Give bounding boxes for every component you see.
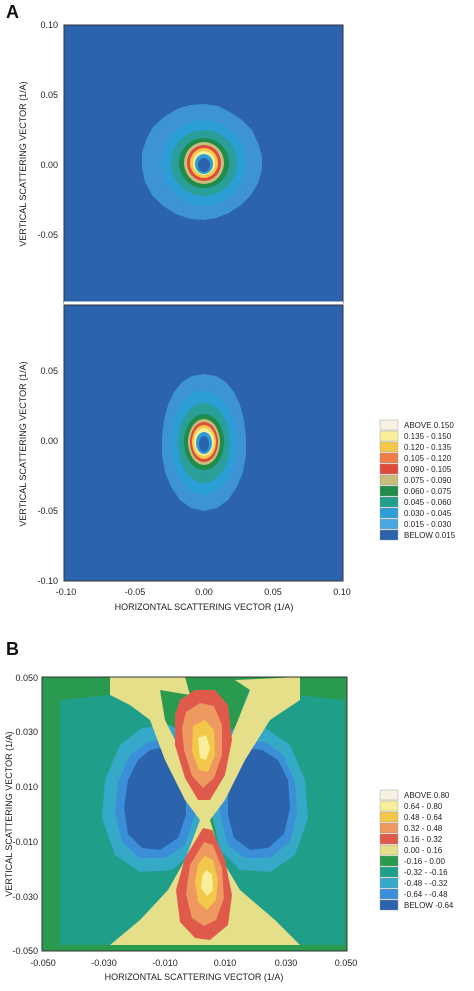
legend-swatch [379,496,399,508]
y-tick-label: -0.030 [12,892,38,902]
x-tick-label: -0.010 [152,958,178,968]
legend-label: -0.64 - -0.48 [404,890,448,899]
x-tick-label: -0.10 [56,587,77,597]
plot-frame-b [41,676,348,952]
x-ticks-a: -0.10 -0.05 0.00 0.05 0.10 [56,587,351,597]
panel-label-b: B [6,639,19,659]
legend-swatch [379,485,399,497]
lobe-bottom-yellow-b [201,870,213,896]
y-tick-label: -0.05 [37,230,58,240]
legend-swatch [379,507,399,519]
y-tick-label: 0.050 [15,673,38,683]
legend-swatch [379,811,399,823]
legend-swatch [379,866,399,878]
legend-swatch [379,877,399,889]
y-axis-label-b: VERTICAL SCATTERING VECTOR (1/A) [4,731,14,896]
y-tick-label: 0.010 [15,782,38,792]
legend-label: ABOVE 0.150 [404,421,454,430]
legend-swatch [379,888,399,900]
legend-swatch [379,419,399,431]
legend-label: BELOW -0.64 [404,901,454,910]
y-tick-label: 0.05 [40,366,58,376]
legend-label: 0.120 - 0.135 [404,443,452,452]
legend-swatch [379,899,399,911]
legend-label: BELOW 0.015 [404,531,456,540]
x-tick-label: -0.030 [91,958,117,968]
y-tick-label: 0.00 [40,160,58,170]
x-tick-label: 0.010 [214,958,237,968]
y-axis-label-a-top: VERTICAL SCATTERING VECTOR (1/A) [18,81,28,246]
legend-swatch [379,789,399,801]
legend-label: 0.015 - 0.030 [404,520,452,529]
y-tick-label: -0.05 [37,506,58,516]
legend-swatch [379,833,399,845]
legend-swatch [379,518,399,530]
lobe-left-core-b [124,748,186,850]
y-tick-label: 0.05 [40,90,58,100]
y-tick-label: -0.050 [12,946,38,956]
legend-label: 0.060 - 0.075 [404,487,452,496]
legend-swatch [379,800,399,812]
plot-frame-a-bottom [63,304,344,582]
y-ticks-a-bottom: 0.05 0.00 -0.05 -0.10 [37,366,58,586]
legend-label: 0.00 - 0.16 [404,846,443,855]
legend-swatch [379,855,399,867]
y-ticks-a-top: 0.10 0.05 0.00 -0.05 [37,20,58,240]
legend-swatch [379,463,399,475]
legend-swatch [379,474,399,486]
x-tick-label: 0.00 [195,587,213,597]
y-tick-label: 0.00 [40,436,58,446]
y-tick-label: 0.030 [15,727,38,737]
x-ticks-b: -0.050 -0.030 -0.010 0.010 0.030 0.050 [30,958,357,968]
legend-label: 0.16 - 0.32 [404,835,443,844]
heatmap-b [41,676,348,952]
legend-label: 0.105 - 0.120 [404,454,452,463]
x-tick-label: 0.050 [335,958,358,968]
legend-label: 0.030 - 0.045 [404,509,452,518]
y-tick-label: -0.10 [37,576,58,586]
legend-label: -0.48 - -0.32 [404,879,448,888]
legend-swatch [379,844,399,856]
x-axis-label-b: HORIZONTAL SCATTERING VECTOR (1/A) [105,972,284,982]
x-tick-label: -0.050 [30,958,56,968]
y-axis-label-a-bottom: VERTICAL SCATTERING VECTOR (1/A) [18,361,28,526]
legend-label: 0.64 - 0.80 [404,802,443,811]
panel-label-a: A [6,2,19,22]
heatmap-a-top [63,24,344,304]
legend-label: -0.16 - 0.00 [404,857,445,866]
legend-label: 0.135 - 0.150 [404,432,452,441]
legend-b: ABOVE 0.80 0.64 - 0.80 0.48 - 0.64 0.32 - 0… [379,789,454,911]
y-tick-label: 0.10 [40,20,58,30]
legend-swatch [379,441,399,453]
legend-label: 0.090 - 0.105 [404,465,452,474]
legend-label: 0.075 - 0.090 [404,476,452,485]
legend-swatch [379,529,399,541]
lobe-top-yellow-b [198,735,210,760]
x-tick-label: 0.05 [264,587,282,597]
y-tick-label: -0.010 [12,837,38,847]
legend-label: 0.32 - 0.48 [404,824,443,833]
legend-swatch [379,430,399,442]
y-ticks-b: 0.050 0.030 0.010 -0.010 -0.030 -0.050 [12,673,38,956]
core-blue-a-top [198,158,210,172]
x-tick-label: -0.05 [125,587,146,597]
x-axis-label-a: HORIZONTAL SCATTERING VECTOR (1/A) [115,602,294,612]
x-tick-label: 0.10 [333,587,351,597]
heatmap-a-bottom [63,304,344,582]
legend-label: 0.48 - 0.64 [404,813,443,822]
legend-label: 0.045 - 0.060 [404,498,452,507]
legend-label: ABOVE 0.80 [404,791,450,800]
legend-swatch [379,452,399,464]
x-tick-label: 0.030 [275,958,298,968]
lobe-right-core-b [228,748,290,850]
legend-swatch [379,822,399,834]
legend-a: ABOVE 0.150 0.135 - 0.150 0.120 - 0.135 0.1… [379,419,456,541]
legend-label: -0.32 - -0.16 [404,868,448,877]
lobe-top-field-b [110,677,300,820]
core-blue-a-bottom [199,436,209,452]
